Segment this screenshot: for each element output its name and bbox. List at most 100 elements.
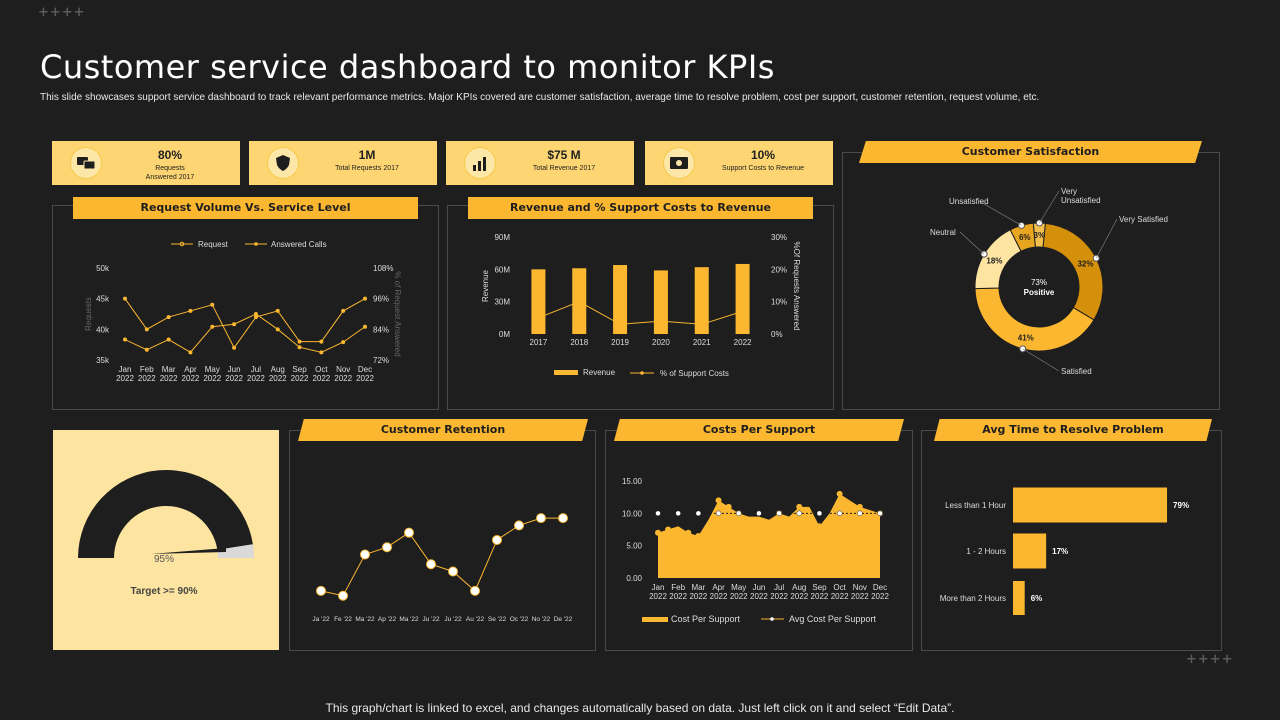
gauge-needle [151, 548, 226, 554]
chart-avg-time: 79% Less than 1 Hour 17% 1 - 2 Hours 6% More … [940, 487, 1189, 615]
point-request [253, 315, 258, 320]
point-retention [470, 585, 480, 596]
point-avg-cost [695, 510, 702, 517]
point-request [275, 308, 280, 313]
kpi-card-total-revenue: $75 M Total Revenue 2017 [446, 141, 634, 185]
point-retention [514, 520, 524, 531]
donut-center [1001, 249, 1077, 325]
x-tick-label: Nov 2022 [334, 365, 352, 383]
legend-swatch-revenue [554, 370, 578, 375]
gauge-target-label: Target >= 90% [130, 586, 197, 597]
panel-revenue: Revenue and % Support Costs to Revenue 9… [447, 197, 834, 410]
x-tick-label: Se '22 [488, 616, 507, 623]
x-tick-label: Ju '22 [422, 616, 440, 623]
x-tick-label: Ja '22 [312, 616, 330, 623]
kpi-value: $75 M [547, 148, 581, 162]
x-tick-label: Apr 2022 [710, 583, 728, 601]
bar-revenue [653, 270, 668, 334]
series-line-support-costs [538, 301, 743, 325]
point-cost-per-support [836, 490, 843, 497]
x-tick-label: 2022 [734, 338, 752, 347]
decor-plus-bottom: ++++ [1186, 652, 1234, 667]
x-tick-label: 2018 [570, 338, 588, 347]
kpi-label: Support Costs to Revenue [721, 165, 805, 172]
y-tick-label: 30M [494, 298, 510, 307]
kpi-card-total-requests: 1M Total Requests 2017 [249, 141, 437, 185]
x-tick-label: Jan 2022 [649, 583, 667, 601]
slice-marker [1019, 345, 1027, 353]
point-avg-cost [836, 510, 843, 517]
point-support-costs [740, 309, 745, 314]
x-tick-label: Apr 2022 [182, 365, 200, 383]
point-answered [188, 350, 193, 355]
point-avg-cost [796, 510, 803, 517]
y2-tick-label: 30% [771, 233, 787, 242]
point-avg-cost [715, 510, 722, 517]
chart-customer-satisfaction: 32% Very Satisfied 41% Satisfied 18% Neutral 6… [930, 187, 1168, 376]
panel-title: Request Volume Vs. Service Level [73, 197, 418, 219]
legend-label-request: Request [198, 240, 229, 249]
y-axis-label: Requests [84, 297, 93, 331]
point-answered [166, 337, 171, 342]
x-tick-label: Aug 2022 [269, 365, 287, 383]
point-cost-per-support [725, 503, 732, 510]
bar-chart-icon [464, 147, 496, 179]
y-tick-label: 35k [96, 356, 110, 365]
y-tick-label: 40k [96, 325, 110, 334]
slice-name-label: Neutral [930, 228, 956, 237]
point-request [123, 296, 127, 301]
x-tick-label: May 2022 [203, 365, 221, 383]
point-answered [363, 324, 367, 329]
x-tick-label: Jun 2022 [750, 583, 768, 601]
slice-data-label: 18% [986, 256, 1002, 265]
slice-leader-line [959, 231, 985, 255]
series-line-answered [124, 313, 366, 353]
y-tick-label: 15.00 [622, 477, 643, 486]
point-retention [426, 559, 436, 570]
x-tick-label: 2020 [652, 338, 670, 347]
chart-request-volume: Request Answered Calls 50k 45k 40k 35k 108% 96%… [84, 240, 402, 383]
x-tick-label: Dec 2022 [356, 365, 374, 383]
chart-customer-retention: Ja '22 Fe '22 Ma '22 Ap '22 Ma '22 Ju '22 Ju '… [312, 513, 573, 623]
x-tick-label: Oct 2022 [831, 583, 849, 601]
slice-leader-line [1022, 348, 1060, 372]
y2-tick-label: 0% [771, 330, 783, 339]
panel-title: Costs Per Support [614, 419, 904, 441]
point-avg-cost [857, 510, 863, 517]
chart-target-gauge: 95% Target >= 90% [78, 469, 254, 597]
point-retention [360, 549, 370, 560]
point-answered [144, 347, 149, 352]
legend-marker-support [640, 371, 644, 375]
point-retention [448, 566, 458, 577]
bar-avg-time [1013, 487, 1168, 523]
legend-marker-avg [770, 617, 774, 621]
point-avg-cost [735, 510, 742, 517]
kpi-value: 1M [358, 148, 376, 162]
pie-slice [974, 287, 1095, 352]
bar-avg-time [1013, 581, 1025, 615]
x-tick-label: Aug 2022 [790, 583, 808, 601]
bar-revenue [694, 267, 709, 334]
x-tick-label: Mar 2022 [160, 365, 178, 383]
slice-leader-line [1039, 190, 1060, 224]
legend-label-support: % of Support Costs [660, 369, 729, 378]
x-tick-label: Jan 2022 [116, 365, 134, 383]
slice-name-label: Very [1061, 187, 1077, 196]
x-tick-label: 2021 [693, 338, 711, 347]
kpi-card-requests-answered: 80% Requests Answered 2017 [52, 141, 240, 185]
panel-title: Avg Time to Resolve Problem [934, 419, 1212, 441]
y2-tick-label: 96% [373, 295, 389, 304]
x-tick-label: Ju '22 [444, 616, 462, 623]
gauge-fill [78, 469, 253, 558]
x-tick-label: Fe '22 [334, 616, 352, 623]
point-support-costs [659, 319, 663, 323]
point-support-costs [618, 322, 622, 327]
series-line-request [124, 298, 366, 349]
panel-customer-retention: Customer Retention Ja '22 Fe '22 Ma '22 Ap … [289, 419, 596, 651]
x-tick-label: Jun 2022 [225, 365, 243, 383]
point-retention [492, 534, 502, 545]
x-tick-label: Nov 2022 [851, 583, 869, 601]
legend-label-avg: Avg Cost Per Support [789, 614, 876, 624]
panel-title: Revenue and % Support Costs to Revenue [468, 197, 813, 219]
